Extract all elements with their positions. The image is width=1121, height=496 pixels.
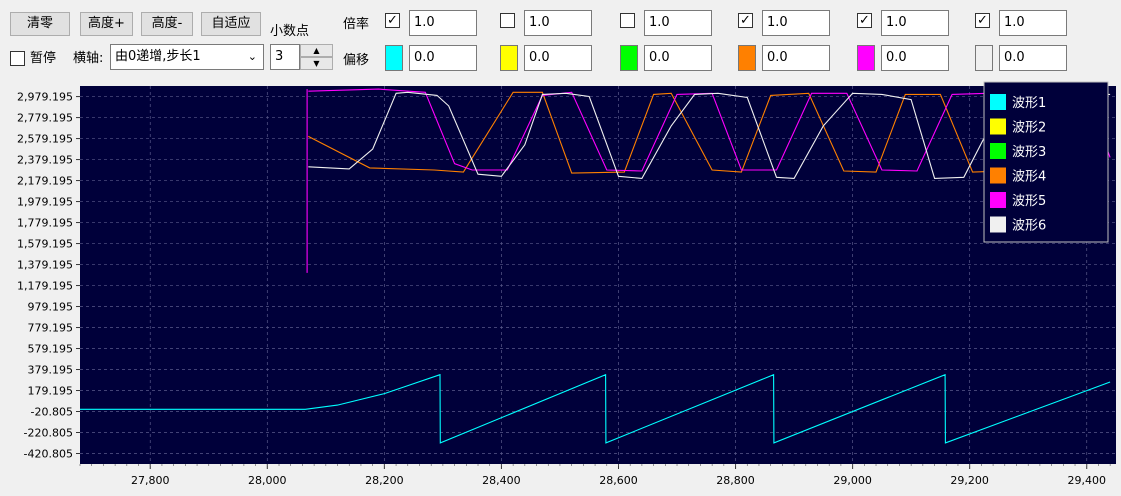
channel-2-offset-input[interactable]: 0.0 <box>524 45 592 71</box>
y-tick-label: 179.195 <box>28 385 74 398</box>
legend-swatch-3 <box>990 143 1006 159</box>
y-tick-label: 2,179.195 <box>17 175 73 188</box>
y-tick-label: -20.805 <box>31 406 73 419</box>
series-1-line <box>80 373 1111 444</box>
channel-2-color-swatch[interactable] <box>500 45 518 71</box>
series-6-line <box>308 91 1111 179</box>
legend-label-3: 波形3 <box>1012 145 1046 160</box>
x-tick-label: 28,400 <box>482 474 521 487</box>
series-4-line <box>308 91 1105 174</box>
auto-fit-button[interactable]: 自适应 <box>201 12 261 36</box>
channel-4-color-swatch[interactable] <box>738 45 756 71</box>
height-minus-button[interactable]: 高度- <box>141 12 193 36</box>
channel-3-scale-input[interactable]: 1.0 <box>644 10 712 36</box>
xaxis-mode-value: 由0递增,步长1 <box>115 49 201 64</box>
legend-label-2: 波形2 <box>1012 121 1046 136</box>
channel-1-enable-checkbox[interactable]: ✓ <box>385 13 400 28</box>
y-tick-label: 379.195 <box>28 364 74 377</box>
spin-down-icon[interactable]: ▼ <box>300 57 333 70</box>
decimals-value[interactable]: 3 <box>270 44 300 70</box>
legend-label-1: 波形1 <box>1012 96 1046 111</box>
x-tick-label: 29,200 <box>950 474 989 487</box>
plot-area <box>80 86 1116 464</box>
legend-swatch-4 <box>990 167 1006 184</box>
chevron-down-icon: ⌄ <box>247 50 257 63</box>
channel-5-scale-input[interactable]: 1.0 <box>881 10 949 36</box>
decimals-label: 小数点 <box>270 24 310 39</box>
y-tick-label: 2,979.195 <box>17 91 73 104</box>
xaxis-label: 横轴: <box>73 51 104 66</box>
channel-1-scale-input[interactable]: 1.0 <box>409 10 477 36</box>
x-tick-label: 27,800 <box>131 474 170 487</box>
y-tick-label: 979.195 <box>28 301 74 314</box>
legend-swatch-5 <box>990 192 1006 208</box>
channel-4-offset-input[interactable]: 0.0 <box>762 45 830 71</box>
y-tick-label: 1,379.195 <box>17 259 73 272</box>
pause-label: 暂停 <box>30 51 57 66</box>
y-tick-label: -420.805 <box>24 448 73 461</box>
x-tick-label: 28,000 <box>248 474 287 487</box>
channel-4-enable-checkbox[interactable]: ✓ <box>738 13 753 28</box>
y-tick-label: 2,579.195 <box>17 133 73 146</box>
decimals-spinbox[interactable]: 3 ▲ ▼ <box>270 44 333 70</box>
x-tick-label: 28,200 <box>365 474 404 487</box>
channel-4-scale-input[interactable]: 1.0 <box>762 10 830 36</box>
height-plus-button[interactable]: 高度+ <box>80 12 133 36</box>
legend-swatch-6 <box>990 216 1006 233</box>
y-tick-label: 779.195 <box>28 322 74 335</box>
spin-up-icon[interactable]: ▲ <box>300 44 333 57</box>
channel-5-color-swatch[interactable] <box>857 45 875 71</box>
legend-swatch-1 <box>990 94 1006 110</box>
y-tick-label: 1,979.195 <box>17 196 73 209</box>
channel-1-offset-input[interactable]: 0.0 <box>409 45 477 71</box>
channel-3-offset-input[interactable]: 0.0 <box>644 45 712 71</box>
channel-2-enable-checkbox[interactable] <box>500 13 515 28</box>
x-tick-label: 28,600 <box>599 474 638 487</box>
legend-label-5: 波形5 <box>1012 194 1046 209</box>
legend-label-6: 波形6 <box>1012 219 1046 234</box>
legend-label-4: 波形4 <box>1012 170 1046 185</box>
channel-5-offset-input[interactable]: 0.0 <box>881 45 949 71</box>
legend-swatch-2 <box>990 118 1006 135</box>
channel-3-enable-checkbox[interactable] <box>620 13 635 28</box>
multiplier-label: 倍率 <box>343 17 370 32</box>
y-tick-label: 2,379.195 <box>17 154 73 167</box>
y-tick-label: 1,579.195 <box>17 238 73 251</box>
x-tick-label: 28,800 <box>716 474 755 487</box>
y-tick-label: 2,779.195 <box>17 112 73 125</box>
y-tick-label: -220.805 <box>24 427 73 440</box>
channel-1-color-swatch[interactable] <box>385 45 403 71</box>
x-tick-label: 29,400 <box>1067 474 1106 487</box>
channel-3-color-swatch[interactable] <box>620 45 638 71</box>
channel-6-scale-input[interactable]: 1.0 <box>999 10 1067 36</box>
channel-5-enable-checkbox[interactable]: ✓ <box>857 13 872 28</box>
pause-checkbox[interactable] <box>10 51 25 66</box>
offset-label: 偏移 <box>343 53 370 68</box>
y-tick-label: 1,779.195 <box>17 217 73 230</box>
clear-button[interactable]: 清零 <box>10 12 70 36</box>
y-tick-label: 1,179.195 <box>17 280 73 293</box>
channel-6-offset-input[interactable]: 0.0 <box>999 45 1067 71</box>
channel-6-color-swatch[interactable] <box>975 45 993 71</box>
y-tick-label: 579.195 <box>28 343 74 356</box>
waveform-chart[interactable]: 2,979.195 2,779.195 2,579.195 2,379.195 2,17… <box>0 78 1121 496</box>
x-tick-label: 29,000 <box>833 474 872 487</box>
channel-2-scale-input[interactable]: 1.0 <box>524 10 592 36</box>
channel-6-enable-checkbox[interactable]: ✓ <box>975 13 990 28</box>
xaxis-mode-select[interactable]: 由0递增,步长1 ⌄ <box>110 44 264 70</box>
